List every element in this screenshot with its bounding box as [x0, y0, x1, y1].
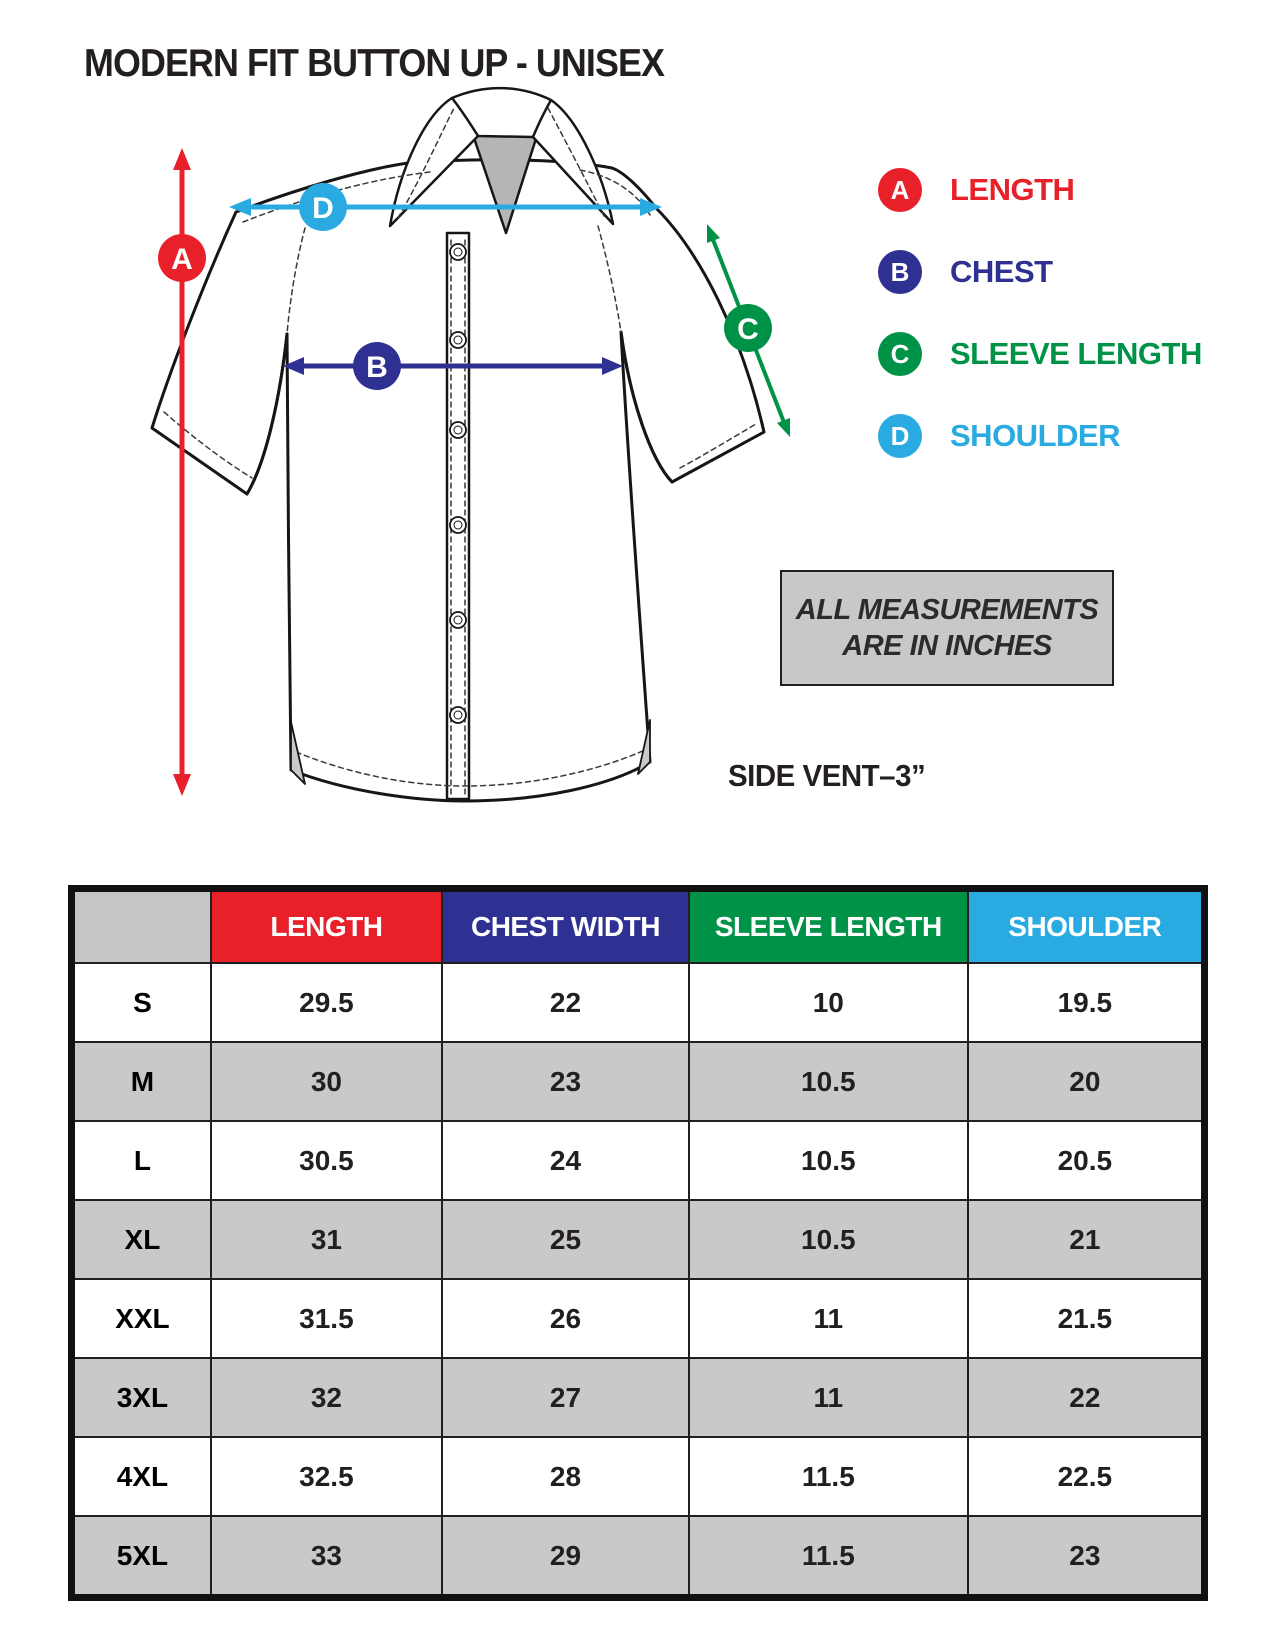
sleeve-cell: 11.5	[687, 1436, 969, 1517]
diagram-section: MODERN FIT BUTTON UP - UNISEX	[84, 42, 1218, 803]
marker-b-badge: B	[353, 342, 401, 390]
button-icon	[449, 243, 467, 261]
svg-text:D: D	[312, 192, 334, 225]
table-row: XL 31 25 10.5 21	[70, 1199, 1206, 1280]
button-icon	[449, 516, 467, 534]
measurement-legend: A LENGTH B CHEST C SLEEVE LENGTH D SHOUL…	[878, 168, 1218, 496]
table-row: L 30.5 24 10.5 20.5	[70, 1120, 1206, 1201]
chest-arrow	[283, 357, 623, 375]
size-chart-table: LENGTH CHEST WIDTH SLEEVE LENGTH SHOULDE…	[68, 885, 1208, 1601]
table-row: M 30 23 10.5 20	[70, 1041, 1206, 1122]
size-cell: 5XL	[70, 1515, 212, 1599]
column-header-chest: CHEST WIDTH	[440, 887, 690, 964]
chest-cell: 28	[440, 1436, 690, 1517]
side-vent-label: SIDE VENT–3”	[728, 758, 926, 793]
shoulder-cell: 21.5	[966, 1278, 1206, 1359]
marker-c-badge: C	[724, 304, 772, 352]
length-cell: 32	[209, 1357, 443, 1438]
note-line-1: ALL MEASUREMENTS	[795, 593, 1099, 626]
size-cell: L	[70, 1120, 212, 1201]
shirt-illustration	[150, 86, 766, 803]
svg-text:A: A	[171, 243, 193, 276]
sleeve-cell: 11	[687, 1278, 969, 1359]
table-row: 3XL 32 27 11 22	[70, 1357, 1206, 1438]
legend-item-shoulder: D SHOULDER	[878, 414, 1218, 458]
page-title: MODERN FIT BUTTON UP - UNISEX	[84, 42, 665, 85]
shoulder-cell: 21	[966, 1199, 1206, 1280]
shoulder-cell: 20	[966, 1041, 1206, 1122]
column-header-sleeve: SLEEVE LENGTH	[687, 887, 969, 964]
sleeve-cell: 11	[687, 1357, 969, 1438]
legend-item-sleeve-length: C SLEEVE LENGTH	[878, 332, 1218, 376]
table-row: 5XL 33 29 11.5 23	[70, 1515, 1206, 1599]
legend-label: LENGTH	[950, 172, 1075, 207]
table-row: S 29.5 22 10 19.5	[70, 962, 1206, 1043]
note-line-2: ARE IN INCHES	[842, 630, 1052, 662]
legend-label: CHEST	[950, 254, 1053, 289]
size-cell: XL	[70, 1199, 212, 1280]
legend-badge-c: C	[878, 332, 922, 376]
length-cell: 31	[209, 1199, 443, 1280]
svg-text:C: C	[737, 313, 759, 346]
chest-cell: 24	[440, 1120, 690, 1201]
table-corner-cell	[70, 887, 212, 964]
column-header-length: LENGTH	[209, 887, 443, 964]
sleeve-cell: 10	[687, 962, 969, 1043]
button-icon	[449, 421, 467, 439]
size-cell: S	[70, 962, 212, 1043]
button-icon	[449, 611, 467, 629]
side-vent-left	[290, 721, 306, 785]
table-row: 4XL 32.5 28 11.5 22.5	[70, 1436, 1206, 1517]
button-icon	[449, 331, 467, 349]
sleeve-cell: 10.5	[687, 1120, 969, 1201]
legend-badge-b: B	[878, 250, 922, 294]
length-cell: 33	[209, 1515, 443, 1599]
length-cell: 30	[209, 1041, 443, 1122]
shoulder-cell: 20.5	[966, 1120, 1206, 1201]
shirt-collar-right	[531, 98, 615, 226]
button-icons	[449, 243, 467, 724]
marker-a-badge: A	[158, 234, 206, 282]
length-cell: 31.5	[209, 1278, 443, 1359]
legend-item-chest: B CHEST	[878, 250, 1218, 294]
size-cell: 4XL	[70, 1436, 212, 1517]
chest-cell: 23	[440, 1041, 690, 1122]
sleeve-cell: 10.5	[687, 1041, 969, 1122]
side-vent-right	[637, 719, 651, 775]
shoulder-cell: 22	[966, 1357, 1206, 1438]
legend-label: SHOULDER	[950, 418, 1120, 453]
marker-d-badge: D	[299, 183, 347, 231]
chest-cell: 22	[440, 962, 690, 1043]
legend-badge-d: D	[878, 414, 922, 458]
chest-cell: 27	[440, 1357, 690, 1438]
sleeve-cell: 10.5	[687, 1199, 969, 1280]
length-cell: 30.5	[209, 1120, 443, 1201]
svg-text:B: B	[366, 351, 388, 384]
size-cell: 3XL	[70, 1357, 212, 1438]
size-cell: XXL	[70, 1278, 212, 1359]
shoulder-cell: 23	[966, 1515, 1206, 1599]
chest-cell: 29	[440, 1515, 690, 1599]
legend-item-length: A LENGTH	[878, 168, 1218, 212]
table-header-row: LENGTH CHEST WIDTH SLEEVE LENGTH SHOULDE…	[70, 887, 1206, 964]
length-cell: 29.5	[209, 962, 443, 1043]
length-cell: 32.5	[209, 1436, 443, 1517]
legend-label: SLEEVE LENGTH	[950, 336, 1202, 371]
seam-stitching	[163, 105, 757, 787]
legend-badge-a: A	[878, 168, 922, 212]
shoulder-cell: 19.5	[966, 962, 1206, 1043]
sleeve-cell: 11.5	[687, 1515, 969, 1599]
table-row: XXL 31.5 26 11 21.5	[70, 1278, 1206, 1359]
button-icon	[449, 706, 467, 724]
shirt-placket	[445, 231, 471, 801]
size-cell: M	[70, 1041, 212, 1122]
chest-cell: 26	[440, 1278, 690, 1359]
shoulder-cell: 22.5	[966, 1436, 1206, 1517]
chest-cell: 25	[440, 1199, 690, 1280]
measurements-note-box: ALL MEASUREMENTS ARE IN INCHES	[780, 570, 1114, 686]
column-header-shoulder: SHOULDER	[966, 887, 1206, 964]
shirt-diagram: A D B C	[150, 86, 790, 803]
